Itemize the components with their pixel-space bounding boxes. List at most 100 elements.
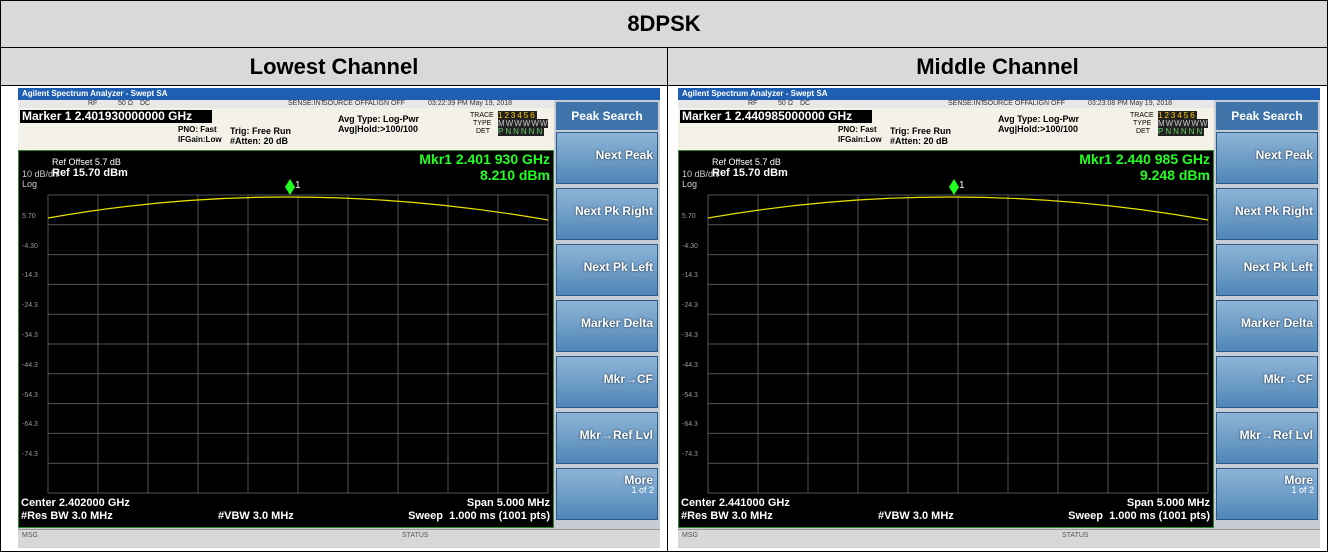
atten: #Atten: 20 dB <box>890 136 949 146</box>
avg-hold: Avg|Hold:>100/100 <box>998 124 1078 134</box>
softkey: Marker Delta <box>1216 300 1318 352</box>
graticule <box>707 179 1209 494</box>
trig: Trig: Free Run <box>230 126 292 136</box>
status-row <box>18 100 554 108</box>
status-row <box>678 100 1214 108</box>
analyzer-screen: Agilent Spectrum Analyzer - Swept SA RF 50… <box>678 88 1320 548</box>
softkey: Mkr→Ref Lvl <box>556 412 658 464</box>
rbw: #Res BW 3.0 MHz <box>681 510 773 522</box>
softkey-page: 1 of 2 <box>1291 485 1314 495</box>
status-text: 03:23:08 PM May 19, 2018 <box>1088 100 1173 107</box>
graph-area <box>18 150 554 528</box>
y-axis-label: -24.3 <box>682 302 698 310</box>
ref-level: Ref 15.70 dBm <box>712 167 788 179</box>
trace <box>47 196 549 221</box>
app-title: Agilent Spectrum Analyzer - Swept SA <box>682 89 828 98</box>
softkey: Mkr→Ref Lvl <box>1216 412 1318 464</box>
softkey: Next Pk Left <box>556 244 658 296</box>
det-label: DET <box>1136 128 1150 135</box>
trace-det: PNNNNN <box>1158 127 1205 136</box>
msg: MSG <box>22 532 38 539</box>
status-text: DC <box>140 100 151 107</box>
y-axis-label: -74.3 <box>682 451 698 459</box>
scale: 10 dB/div <box>22 169 60 179</box>
softkey: Next Pk Right <box>556 188 658 240</box>
ifgain: IFGain:Low <box>838 135 882 144</box>
softkey: Marker Delta <box>556 300 658 352</box>
trace-nums: 123456 <box>1158 111 1197 120</box>
title-bar <box>18 88 660 100</box>
ref-offset: Ref Offset 5.7 dB <box>712 157 781 167</box>
y-axis-label: -14.3 <box>682 272 698 280</box>
y-axis-label: -34.3 <box>22 332 38 339</box>
avg-type: Avg Type: Log-Pwr <box>998 114 1079 124</box>
pno: PNO: Fast <box>178 125 217 134</box>
trace-type: MWWWWW <box>498 119 549 128</box>
y-axis-label: 5.70 <box>682 212 696 220</box>
y-axis-label: -54.3 <box>22 391 38 399</box>
softkey: Next Pk Right <box>1216 188 1318 240</box>
marker-frequency: Mkr1 2.401 930 GHz <box>419 151 550 167</box>
span: Span 5.000 MHz <box>466 497 550 509</box>
analyzer-screen: Agilent Spectrum Analyzer - Swept SA RF 50… <box>18 88 660 548</box>
y-axis-label: -4.30 <box>22 242 38 250</box>
y-axis-label: -54.3 <box>682 391 698 399</box>
marker-level: 8.210 dBm <box>479 167 550 183</box>
softkey-title: Peak Search <box>556 102 658 130</box>
status-text: DC <box>800 100 811 107</box>
trace-label: TRACE <box>1130 112 1154 119</box>
marker-readout: Marker 1 2.440985000000 GHz <box>680 110 872 123</box>
y-axis-label: -24.3 <box>22 302 38 310</box>
msg-bar <box>678 529 1320 547</box>
marker-id: 1 <box>295 180 301 191</box>
avg-hold: Avg|Hold:>100/100 <box>338 124 418 134</box>
log: Log <box>22 179 38 189</box>
rbw: #Res BW 3.0 MHz <box>21 510 113 522</box>
atten: #Atten: 20 dB <box>230 136 289 146</box>
status: STATUS <box>402 532 429 539</box>
status-text: SENSE:INT <box>288 100 325 107</box>
y-axis-label: -44.3 <box>682 361 698 369</box>
status-text: SOURCE OFF <box>983 100 1029 107</box>
column-header: Lowest Channel <box>0 47 668 86</box>
y-axis-label: -74.3 <box>22 451 38 459</box>
scale: 10 dB/div <box>682 169 720 179</box>
msg: MSG <box>682 532 698 539</box>
app-title: Agilent Spectrum Analyzer - Swept SA <box>22 89 168 98</box>
ref-offset: Ref Offset 5.7 dB <box>52 157 121 167</box>
vbw: #VBW 3.0 MHz <box>878 510 954 522</box>
y-axis-label: -34.3 <box>682 332 698 339</box>
status-text: 03:22:39 PM May 19, 2018 <box>428 100 513 107</box>
marker-diamond <box>949 179 959 195</box>
log: Log <box>682 179 698 189</box>
status-text: 50 Ω <box>778 100 793 107</box>
column-header: Middle Channel <box>667 47 1328 86</box>
softkey: Next Peak <box>1216 132 1318 184</box>
det-label: DET <box>476 128 490 135</box>
status-text: SENSE:INT <box>948 100 985 107</box>
table-title: 8DPSK <box>0 0 1328 48</box>
trace-nums: 123456 <box>498 111 537 120</box>
trace-type: MWWWWW <box>1158 119 1209 128</box>
sweep: Sweep 1.000 ms (1001 pts) <box>1068 510 1210 522</box>
msg-bar <box>18 529 660 547</box>
marker-readout: Marker 1 2.401930000000 GHz <box>20 110 212 123</box>
y-axis-label: -64.3 <box>22 421 38 429</box>
vbw: #VBW 3.0 MHz <box>218 510 294 522</box>
trig: Trig: Free Run <box>890 126 952 136</box>
status-text: SOURCE OFF <box>323 100 369 107</box>
ref-level: Ref 15.70 dBm <box>52 167 128 179</box>
graph-area <box>678 150 1214 528</box>
softkey: Next Pk Left <box>1216 244 1318 296</box>
status-text: ALIGN OFF <box>1028 100 1065 107</box>
center-freq: Center 2.402000 GHz <box>21 497 130 509</box>
sweep: Sweep 1.000 ms (1001 pts) <box>408 510 550 522</box>
y-axis-label: -4.30 <box>682 242 698 250</box>
y-axis-label: 5.70 <box>22 212 36 220</box>
marker-frequency: Mkr1 2.440 985 GHz <box>1079 151 1210 167</box>
type-label: TYPE <box>473 120 492 127</box>
status: STATUS <box>1062 532 1089 539</box>
trace-label: TRACE <box>470 112 494 119</box>
trace-det: PNNNNN <box>498 127 545 136</box>
softkey: Mkr→CF <box>556 356 658 408</box>
